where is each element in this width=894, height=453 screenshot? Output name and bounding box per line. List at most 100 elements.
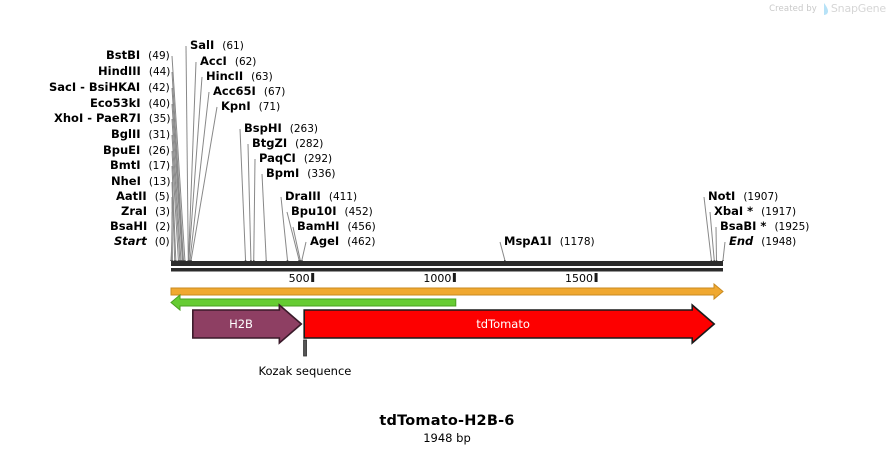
enzyme-name: Acc65I — [213, 84, 256, 98]
snapgene-droplet-icon — [820, 2, 828, 15]
enzyme-name: SacI - BsiHKAI — [49, 80, 141, 94]
enzyme-label-zrai: ZraI (3) — [121, 204, 170, 219]
enzyme-name: BpuEI — [103, 143, 141, 157]
enzyme-name: AgeI — [310, 234, 340, 248]
enzyme-label-noti: NotI (1907) — [708, 189, 779, 204]
enzyme-name: BsaHI — [110, 219, 148, 233]
enzyme-position: (3) — [155, 206, 170, 218]
enzyme-position: (411) — [328, 191, 358, 203]
enzyme-position: (49) — [148, 50, 170, 62]
enzyme-position: (1178) — [559, 236, 595, 248]
enzyme-position: (282) — [295, 138, 324, 150]
enzyme-label-nhei: NheI (13) — [111, 174, 171, 189]
enzyme-name: AatII — [116, 189, 147, 203]
enzyme-position: (61) — [222, 40, 244, 52]
enzyme-position: (1948) — [761, 236, 797, 248]
enzyme-label-bmti: BmtI (17) — [110, 158, 171, 173]
ruler-tick-500: 500 — [288, 272, 310, 285]
enzyme-name: NheI — [111, 174, 141, 188]
enzyme-label-xhoi-paer7i: XhoI - PaeR7I (35) — [54, 111, 170, 126]
enzyme-label-agei: AgeI (462) — [310, 234, 376, 249]
enzyme-label-eco53ki: Eco53kI (40) — [90, 96, 171, 111]
enzyme-label-bpmi: BpmI (336) — [266, 166, 336, 181]
enzyme-label-bsabi: BsaBI * (1925) — [720, 219, 810, 234]
enzyme-name: SalI — [190, 38, 215, 52]
enzyme-label-bstbi: BstBI (49) — [106, 48, 170, 63]
ruler-tick-1500: 1500 — [565, 272, 594, 285]
enzyme-position: (42) — [148, 82, 170, 94]
enzyme-position: (0) — [154, 236, 170, 248]
plasmid-length-label: 1948 bp — [423, 431, 471, 445]
enzyme-name: Start — [114, 234, 147, 248]
enzyme-label-bpuei: BpuEI (26) — [103, 143, 170, 158]
enzyme-name: XhoI - PaeR7I — [54, 111, 141, 125]
feature-label-tdtomato: tdTomato — [476, 317, 530, 331]
enzyme-position: (456) — [347, 221, 376, 233]
enzyme-label-mspa1i: MspA1I (1178) — [504, 234, 595, 249]
enzyme-label-draiii: DraIII (411) — [285, 189, 358, 204]
enzyme-name: NotI — [708, 189, 736, 203]
kozak-sequence-label: Kozak sequence — [258, 364, 352, 378]
enzyme-position: (31) — [148, 129, 171, 141]
ruler-tick-1000: 1000 — [423, 272, 452, 285]
watermark-brand: SnapGene — [830, 2, 886, 15]
enzyme-name: BglII — [111, 127, 141, 141]
enzyme-label-bsahi: BsaHI (2) — [110, 219, 171, 234]
enzyme-label-sali: SalI (61) — [190, 38, 244, 53]
enzyme-label-hincii: HincII (63) — [206, 69, 273, 84]
enzyme-label-aatii: AatII (5) — [116, 189, 170, 204]
enzyme-name: Bpu10I — [291, 204, 337, 218]
enzyme-name: BstBI — [106, 48, 141, 62]
enzyme-position: (5) — [154, 191, 170, 203]
enzyme-label-acc65i: Acc65I (67) — [213, 84, 286, 99]
snapgene-watermark: Created by SnapGene — [769, 2, 886, 15]
enzyme-name: DraIII — [285, 189, 321, 203]
enzyme-name: ZraI — [121, 204, 148, 218]
page-title: tdTomato-H2B-6 — [379, 413, 515, 429]
enzyme-position: (1925) — [774, 221, 810, 233]
enzyme-name: BsaBI * — [720, 219, 767, 233]
enzyme-position: (17) — [148, 160, 171, 172]
enzyme-label-bsphi: BspHI (263) — [244, 121, 318, 136]
enzyme-name: MspA1I — [504, 234, 552, 248]
enzyme-label-end: End (1948) — [729, 234, 797, 249]
enzyme-label-kpni: KpnI (71) — [221, 99, 281, 114]
enzyme-name: End — [729, 234, 754, 248]
watermark-prefix: Created by — [769, 3, 817, 14]
enzyme-label-bpu10i: Bpu10I (452) — [291, 204, 373, 219]
enzyme-position: (292) — [303, 153, 333, 165]
enzyme-position: (40) — [148, 98, 171, 110]
enzyme-label-saci-bsihkai: SacI - BsiHKAI (42) — [49, 80, 170, 95]
enzyme-name: BamHI — [297, 219, 340, 233]
enzyme-position: (452) — [344, 206, 373, 218]
enzyme-name: KpnI — [221, 99, 251, 113]
enzyme-position: (1917) — [761, 206, 797, 218]
enzyme-label-start: Start (0) — [114, 234, 170, 249]
feature-label-h2b: H2B — [229, 317, 253, 331]
enzyme-position: (62) — [234, 56, 257, 68]
enzyme-label-acci: AccI (62) — [200, 54, 257, 69]
enzyme-position: (63) — [251, 71, 273, 83]
enzyme-position: (71) — [258, 101, 281, 113]
enzyme-name: BmtI — [110, 158, 141, 172]
enzyme-name: HindIII — [98, 64, 141, 78]
enzyme-position: (1907) — [743, 191, 779, 203]
enzyme-name: BspHI — [244, 121, 282, 135]
enzyme-position: (13) — [148, 176, 171, 188]
enzyme-position: (67) — [263, 86, 286, 98]
enzyme-name: HincII — [206, 69, 244, 83]
enzyme-name: Eco53kI — [90, 96, 141, 110]
enzyme-label-bglii: BglII (31) — [111, 127, 171, 142]
enzyme-position: (263) — [289, 123, 318, 135]
enzyme-position: (462) — [347, 236, 376, 248]
enzyme-label-btgzi: BtgZI (282) — [252, 136, 324, 151]
enzyme-name: BpmI — [266, 166, 300, 180]
enzyme-name: AccI — [200, 54, 227, 68]
enzyme-position: (2) — [155, 221, 171, 233]
enzyme-name: PaqCI — [259, 151, 296, 165]
enzyme-name: XbaI * — [714, 204, 754, 218]
enzyme-label-hindiii: HindIII (44) — [98, 64, 170, 79]
enzyme-name: BtgZI — [252, 136, 288, 150]
